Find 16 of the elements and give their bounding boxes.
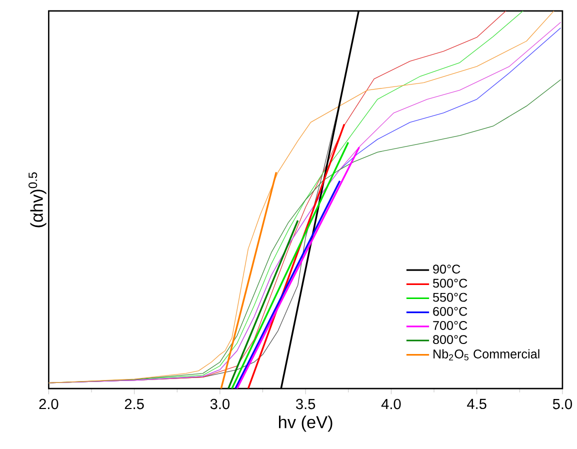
- x-tick-label: 4.0: [381, 398, 401, 410]
- x-tick-label: 3.5: [296, 398, 316, 410]
- y-axis-title: (αhv)$^{0.5}$: [28, 172, 46, 228]
- x-tick-label: 3.0: [210, 398, 230, 410]
- legend-label: 600°C: [433, 306, 468, 316]
- legend-label: 800°C: [433, 335, 468, 344]
- x-tick-label: 4.5: [467, 398, 486, 409]
- legend-label: 90°C: [433, 264, 460, 274]
- legend-label: 700°C: [433, 320, 468, 330]
- legend-label: Nb$_{2}$O$_{5}$ Commercial: [434, 349, 540, 360]
- x-tick-label: 5.0: [552, 398, 572, 410]
- x-axis-title: hv (eV): [279, 416, 332, 432]
- x-tick-label: 2.0: [39, 398, 58, 410]
- x-tick-label: 2.5: [124, 398, 144, 410]
- legend-label: 500°C: [433, 278, 468, 288]
- legend-label: 550°C: [433, 292, 468, 302]
